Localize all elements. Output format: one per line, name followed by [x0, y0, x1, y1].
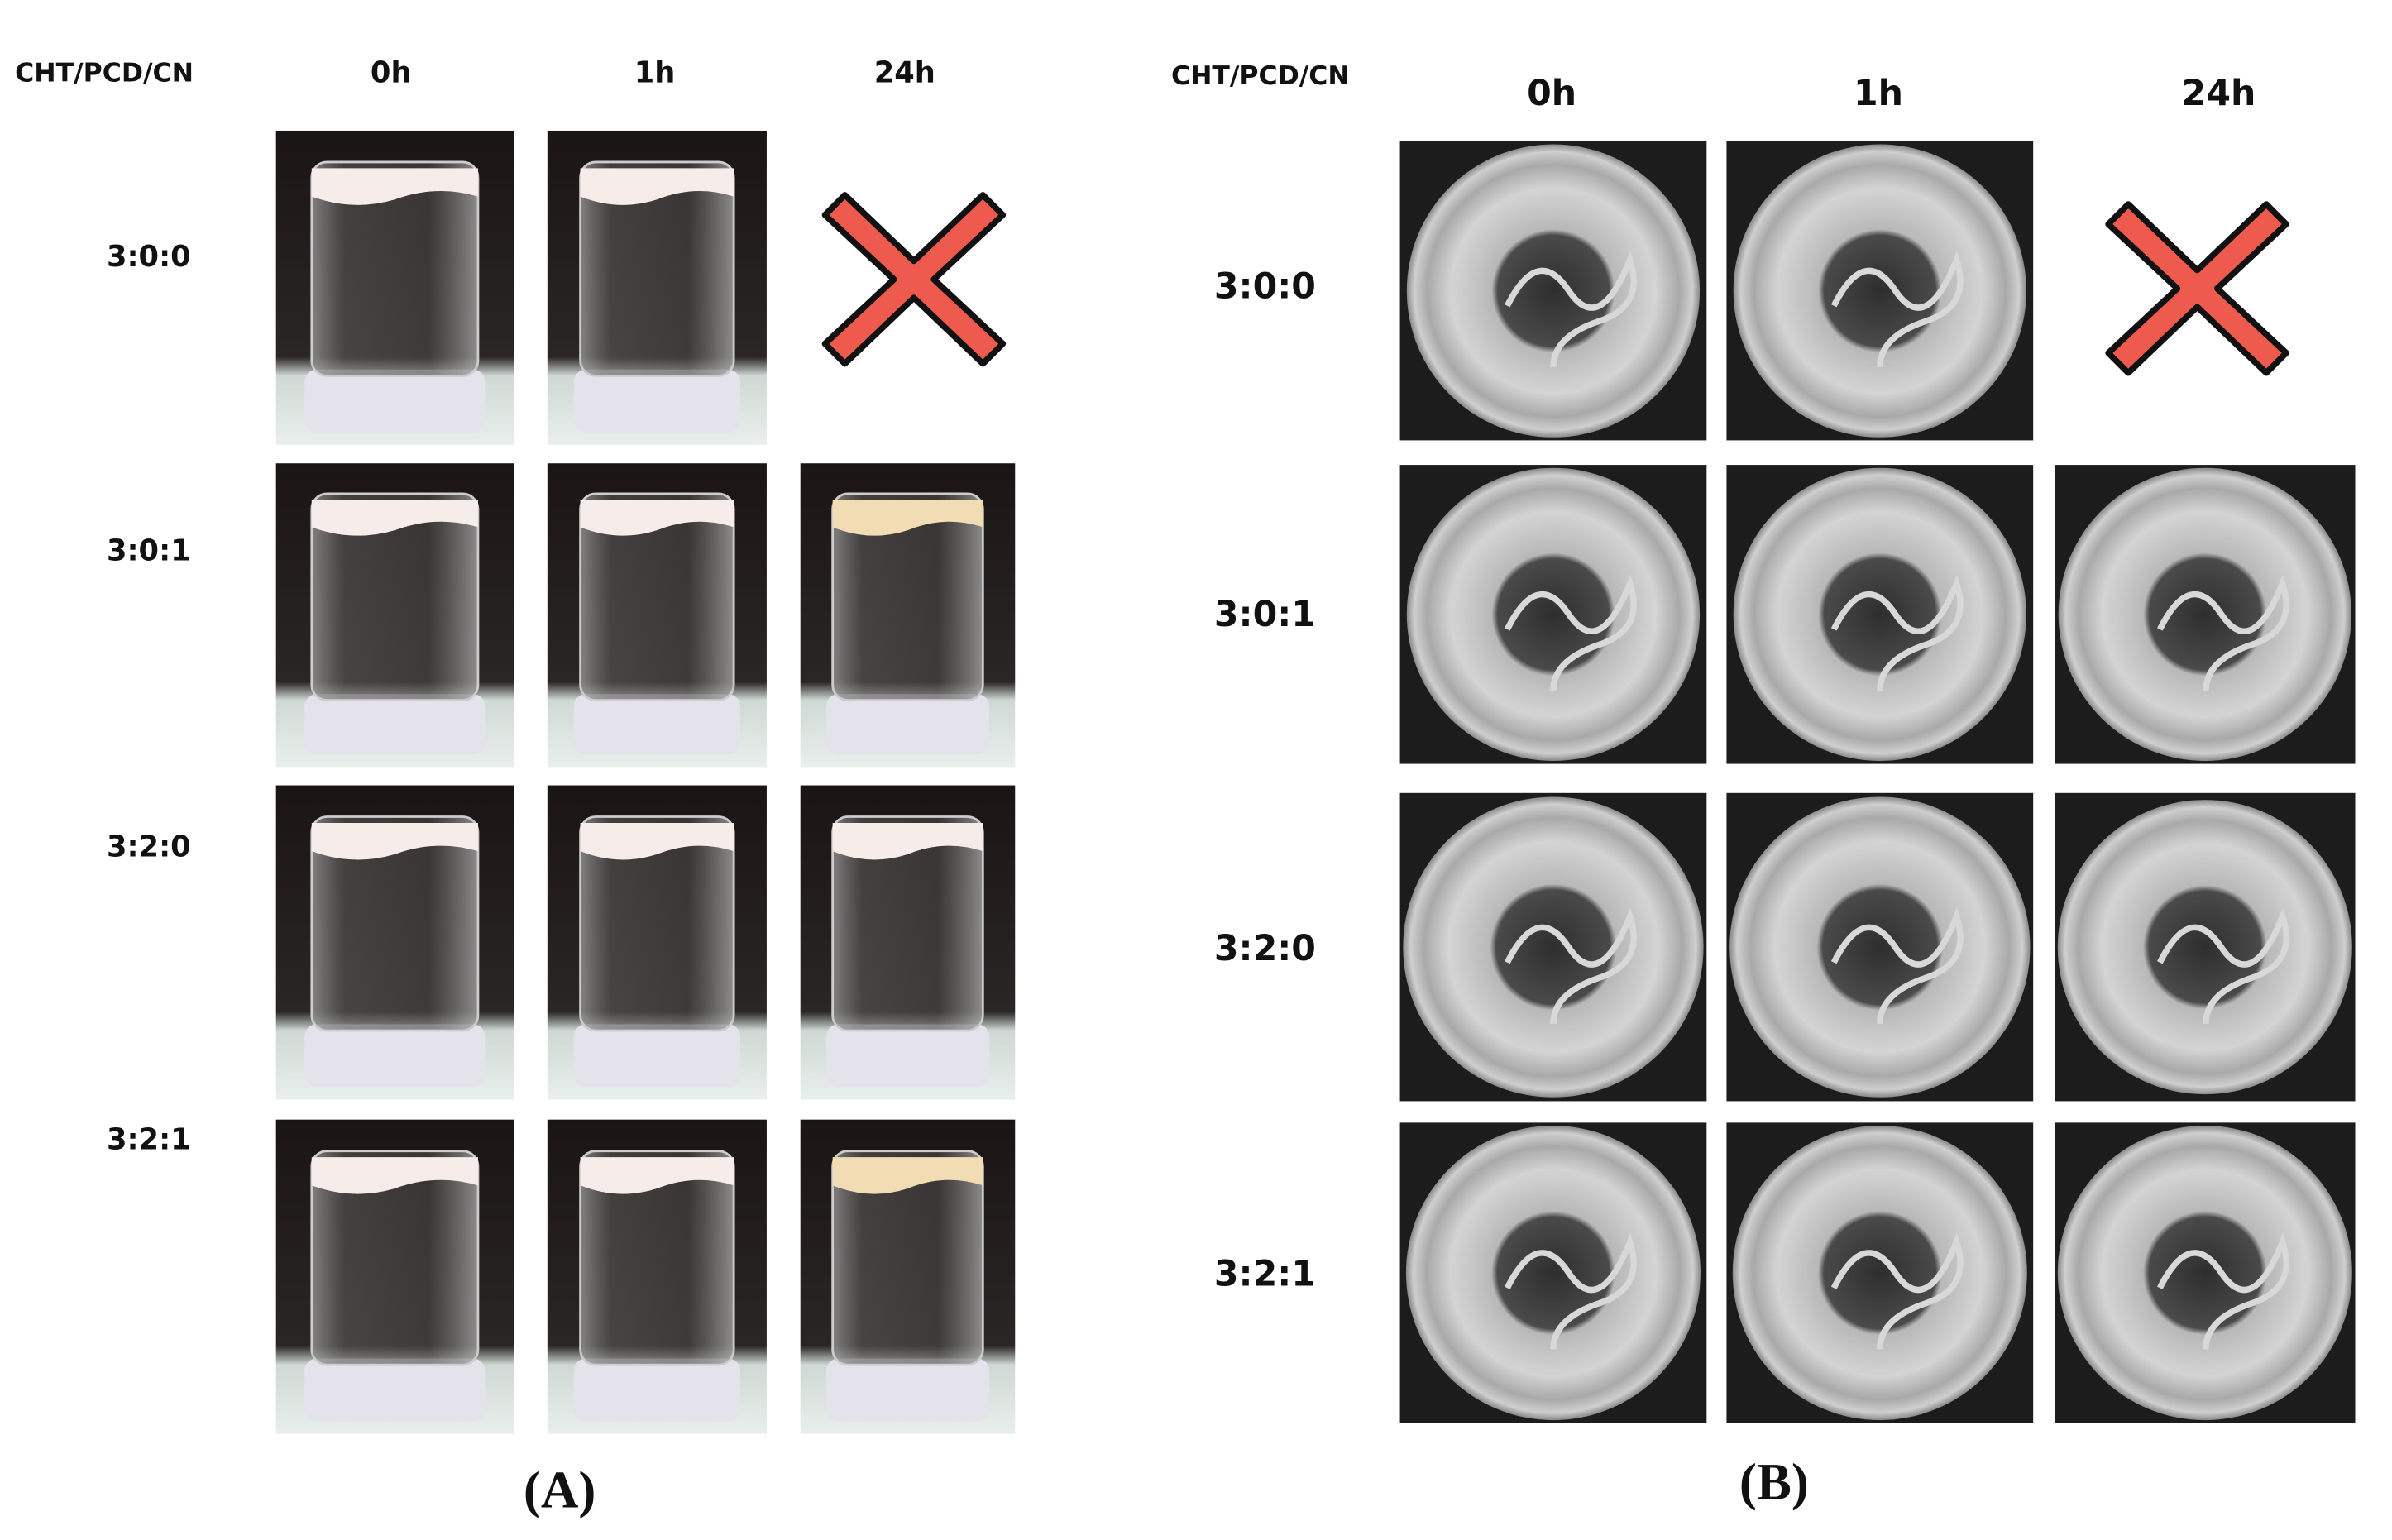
vial-base	[573, 1358, 741, 1422]
column-label: 0h	[1527, 73, 1576, 114]
well	[2057, 800, 2352, 1095]
vial	[310, 160, 480, 377]
vial	[579, 160, 735, 377]
row-label: 3:0:0	[107, 240, 191, 274]
caption: (B)	[1739, 1453, 1809, 1511]
gel-strand	[2157, 907, 2289, 1025]
vial-base	[825, 1024, 990, 1088]
gel-layer	[832, 1157, 983, 1194]
column-label: 1h	[634, 55, 676, 89]
vial-base	[825, 694, 990, 755]
well	[1733, 467, 2026, 761]
vial	[310, 815, 480, 1032]
well	[1406, 467, 1701, 761]
vial	[831, 492, 984, 701]
missing-mark	[821, 192, 1007, 367]
gel-strand	[2157, 574, 2289, 691]
vial-base	[573, 369, 741, 433]
gel-strand	[1505, 574, 1637, 691]
well	[1729, 796, 2031, 1098]
panel-b: CHT/PCD/CN (B) 0h 1h 24h 3:0:0 3:0:1 3:2:0 3:2…	[1171, 61, 2356, 1511]
well	[1405, 1126, 1701, 1421]
panel-a: CHT/PCD/CN (A) 0h 1h 24h 3:0:0 3:0:1 3:2:0 3:2…	[15, 55, 1016, 1518]
vial-base	[304, 694, 486, 755]
well	[2058, 467, 2351, 761]
well	[1733, 144, 2026, 438]
gel-layer	[311, 822, 478, 860]
gel-layer	[311, 1157, 478, 1194]
gel-strand	[1830, 251, 1964, 368]
gel-layer	[311, 500, 478, 536]
gel-layer	[832, 822, 983, 860]
gel-layer	[311, 168, 478, 205]
gel-layer	[580, 500, 734, 536]
well	[1406, 144, 1701, 438]
gel-layer	[832, 500, 983, 536]
vial	[310, 1150, 480, 1366]
missing-mark	[2105, 201, 2289, 376]
gel-strand	[1505, 907, 1637, 1025]
vial-base	[304, 1024, 486, 1088]
gel-strand	[1505, 251, 1637, 368]
caption: (A)	[524, 1461, 596, 1518]
gel-strand	[1830, 574, 1964, 691]
vial-base	[304, 369, 486, 433]
gel-strand	[1830, 1232, 1964, 1350]
vial-base	[573, 694, 741, 755]
row-label: 3:2:1	[1214, 1253, 1316, 1294]
well	[1403, 796, 1704, 1098]
well	[2057, 1126, 2352, 1421]
header: CHT/PCD/CN	[1171, 61, 1350, 91]
row-label: 3:0:1	[1214, 594, 1316, 635]
gel-strand	[2157, 1232, 2289, 1350]
row-label: 3:0:1	[107, 534, 191, 568]
gel-strand	[1505, 1232, 1637, 1350]
vial	[579, 815, 735, 1032]
vial	[579, 492, 735, 701]
row-label: 3:2:0	[107, 830, 191, 864]
column-label: 1h	[1854, 73, 1903, 114]
row-label: 3:2:1	[107, 1123, 191, 1157]
column-label: 24h	[874, 55, 935, 89]
column-label: 24h	[2182, 73, 2256, 114]
gel-layer	[580, 1157, 734, 1194]
gel-layer	[580, 822, 734, 860]
vial	[831, 1150, 984, 1366]
vial-base	[825, 1358, 990, 1422]
gel-layer	[580, 168, 734, 205]
vial-base	[304, 1358, 486, 1422]
row-label: 3:0:0	[1214, 265, 1316, 307]
header: CHT/PCD/CN	[15, 58, 194, 88]
vial	[310, 492, 480, 701]
column-label: 0h	[371, 55, 412, 89]
gel-strand	[1830, 907, 1964, 1025]
vial	[831, 815, 984, 1032]
vial-base	[573, 1024, 741, 1088]
well	[1732, 1126, 2027, 1421]
vial	[579, 1150, 735, 1366]
row-label: 3:2:0	[1214, 928, 1316, 969]
